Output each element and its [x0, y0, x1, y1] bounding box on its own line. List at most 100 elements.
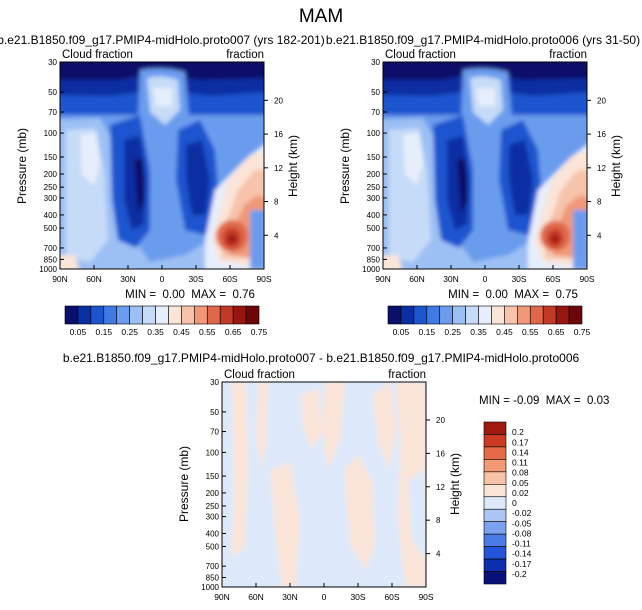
y-right-tick-label: 8: [274, 198, 279, 207]
y-tick-label: 300: [367, 194, 381, 203]
colorbar-label: 0.55: [522, 327, 539, 337]
colorbar-label: -0.2: [512, 569, 527, 579]
y-tick-label: 850: [367, 255, 381, 264]
colorbar-box: [483, 421, 507, 435]
x-tick-label: 90N: [52, 274, 68, 284]
y-tick-label: 300: [44, 194, 58, 203]
panel-3-ylabel: Pressure (mb): [177, 446, 191, 522]
colorbar-label: 0.45: [496, 327, 513, 337]
panel-1-ylabel: Pressure (mb): [15, 128, 29, 204]
colorbar-box: [181, 305, 195, 325]
colorbar-label: 0.11: [512, 458, 528, 468]
y-tick-label: 30: [210, 378, 219, 387]
y-tick-label: 1000: [362, 265, 380, 274]
colorbar-label: 0.14: [512, 447, 529, 457]
y-right-tick-label: 16: [274, 130, 283, 139]
colorbar-box: [483, 496, 507, 510]
panel-3-field: [222, 382, 426, 587]
panel-3-colorbar-boxes: [483, 421, 507, 585]
y-tick-label: 200: [367, 170, 381, 179]
colorbar-box: [116, 305, 130, 325]
colorbar-label: 0.55: [199, 327, 216, 337]
panel-3-ylabel-right: Height (km): [448, 453, 462, 515]
y-tick-label: 100: [367, 129, 381, 138]
panel-1-left-string: Cloud fraction: [62, 49, 133, 61]
y-tick-label: 30: [371, 58, 380, 67]
x-tick-label: 30S: [350, 592, 365, 602]
colorbar-box: [542, 305, 557, 325]
x-tick-label: 30N: [443, 274, 459, 284]
panel-1-right-string: fraction: [226, 49, 264, 61]
x-tick-label: 0: [483, 274, 488, 284]
colorbar-box: [90, 305, 105, 325]
colorbar-box: [129, 305, 143, 325]
y-right-tick-label: 20: [436, 416, 445, 425]
colorbar-box: [439, 305, 453, 325]
y-right-tick-label: 4: [436, 550, 441, 559]
colorbar-box: [483, 533, 507, 547]
panel-2-minmax: MIN = 0.00 MAX = 0.75: [448, 289, 578, 301]
y-tick-label: 70: [371, 108, 380, 117]
x-tick-label: 60N: [86, 274, 102, 284]
panel-3-left-string: Cloud fraction: [224, 369, 295, 381]
colorbar-label: 0.75: [251, 327, 268, 337]
colorbar-label: 0.35: [147, 327, 164, 337]
x-tick-label: 90N: [214, 592, 230, 602]
y-tick-label: 100: [206, 448, 220, 457]
y-tick-label: 700: [44, 244, 58, 253]
colorbar-box: [232, 305, 247, 325]
x-tick-label: 30S: [511, 274, 526, 284]
y-right-tick-label: 4: [274, 231, 279, 240]
colorbar-box: [555, 305, 570, 325]
panel-1-minmax: MIN = 0.00 MAX = 0.76: [125, 289, 255, 301]
y-tick-label: 250: [206, 502, 220, 511]
x-tick-label: 0: [322, 592, 327, 602]
colorbar-label: 0.2: [512, 427, 524, 437]
y-tick-label: 700: [367, 244, 381, 253]
panel-2-axes: 90N 60N 30N 0 30S 60S 90S 30 50 70 100 150 200 250 300…: [362, 58, 606, 284]
y-tick-label: 150: [367, 153, 381, 162]
y-tick-label: 50: [210, 408, 219, 417]
y-tick-label: 700: [206, 562, 220, 571]
panel-2-title: b.e21.B1850.f09_g17.PMIP4-midHolo.proto0…: [326, 33, 640, 47]
colorbar-box: [504, 305, 518, 325]
colorbar-label: 0.05: [70, 327, 87, 337]
colorbar-label: -0.05: [512, 518, 532, 528]
colorbar-box: [400, 305, 415, 325]
panel-2-ylabel: Pressure (mb): [338, 128, 352, 204]
panel-2-left-string: Cloud fraction: [385, 49, 456, 61]
y-tick-label: 250: [44, 183, 58, 192]
colorbar-box: [478, 305, 492, 325]
y-right-tick-label: 16: [597, 130, 606, 139]
colorbar-box: [483, 471, 507, 485]
panel-2-colorbar: 0.05 0.15 0.25 0.35 0.45 0.55 0.65 0.75: [387, 305, 591, 337]
x-tick-label: 30S: [188, 274, 203, 284]
colorbar-box: [483, 558, 507, 572]
colorbar-box: [465, 305, 479, 325]
colorbar-box: [491, 305, 505, 325]
panel-2: b.e21.B1850.f09_g17.PMIP4-midHolo.proto0…: [326, 33, 640, 337]
colorbar-box: [413, 305, 428, 325]
x-tick-label: 60N: [409, 274, 425, 284]
colorbar-label: 0.35: [470, 327, 487, 337]
colorbar-label: -0.08: [512, 528, 532, 538]
colorbar-box: [483, 434, 507, 448]
colorbar-label: 0.05: [512, 478, 529, 488]
colorbar-box: [103, 305, 118, 325]
x-tick-label: 90S: [256, 274, 271, 284]
colorbar-label: -0.11: [512, 539, 531, 549]
y-right-tick-label: 20: [274, 96, 283, 105]
y-right-tick-label: 20: [597, 96, 606, 105]
x-tick-label: 60N: [248, 592, 264, 602]
colorbar-label: -0.14: [512, 549, 532, 559]
colorbar-label: 0.05: [393, 327, 410, 337]
y-tick-label: 400: [367, 211, 381, 220]
y-tick-label: 850: [44, 255, 58, 264]
y-tick-label: 50: [371, 88, 380, 97]
colorbar-box: [517, 305, 531, 325]
y-tick-label: 500: [44, 224, 58, 233]
colorbar-box: [142, 305, 156, 325]
x-tick-label: 0: [160, 274, 165, 284]
x-tick-label: 60S: [222, 274, 237, 284]
colorbar-label: 0: [512, 498, 517, 508]
